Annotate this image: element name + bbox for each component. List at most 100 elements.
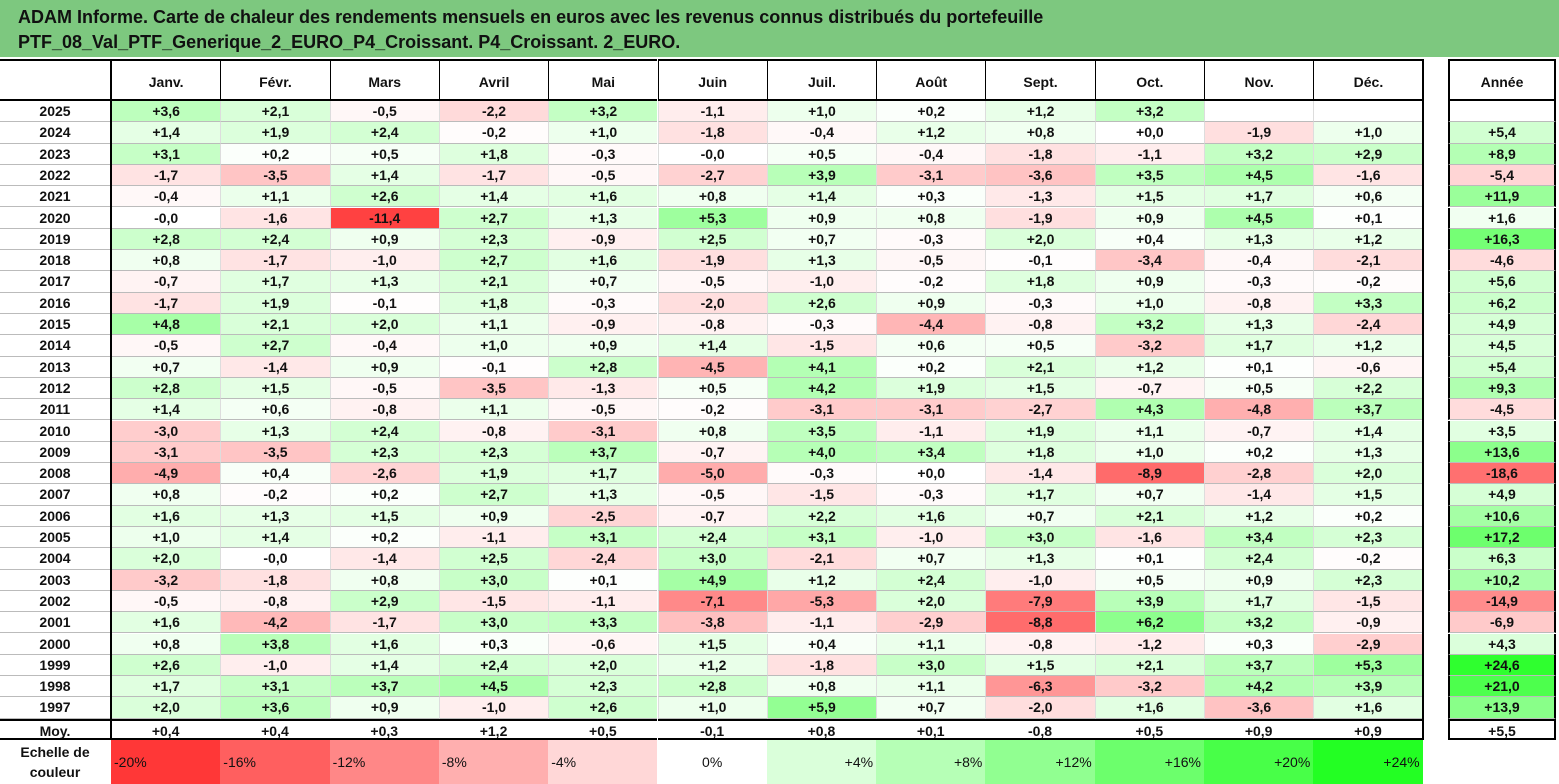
heatmap-cell: +0,9 bbox=[1094, 271, 1204, 293]
row-year-label: 2016 bbox=[0, 292, 110, 314]
heatmap-cell: -1,5 bbox=[766, 335, 877, 357]
month-header: Janv. bbox=[111, 59, 221, 101]
average-label: Moy. bbox=[0, 718, 110, 740]
heatmap-cell: -0,2 bbox=[657, 399, 767, 421]
heatmap-cell: +1,6 bbox=[111, 612, 221, 634]
average-cell: +0,5 bbox=[1094, 718, 1204, 740]
heatmap-cell: +3,0 bbox=[438, 569, 549, 591]
heatmap-cell: +1,3 bbox=[1204, 314, 1314, 336]
average-annual-cell: +5,5 bbox=[1448, 718, 1556, 740]
heatmap-cell: -3,5 bbox=[220, 441, 330, 464]
heatmap-cell: +1,7 bbox=[985, 484, 1095, 506]
heatmap-cell: +1,1 bbox=[438, 399, 549, 421]
heatmap-cell: -5,3 bbox=[766, 590, 877, 613]
heatmap-cell: +3,8 bbox=[220, 633, 330, 655]
annual-cell: +9,3 bbox=[1448, 377, 1556, 400]
annual-cell: -18,6 bbox=[1448, 463, 1556, 485]
heatmap-cell: +2,1 bbox=[985, 356, 1095, 378]
heatmap-cell: +1,3 bbox=[548, 484, 658, 506]
heatmap-cell: +3,6 bbox=[111, 101, 221, 123]
heatmap-cell: +3,7 bbox=[1204, 654, 1314, 677]
heatmap-cell: +2,4 bbox=[438, 654, 549, 677]
heatmap-cell: -2,9 bbox=[876, 612, 986, 634]
heatmap-cell: -2,9 bbox=[1313, 633, 1423, 655]
heatmap-cell: +1,8 bbox=[438, 292, 549, 314]
heatmap-cell: +2,2 bbox=[1313, 377, 1423, 400]
heatmap-cell: +2,5 bbox=[657, 228, 767, 251]
heatmap-cell: -1,6 bbox=[1313, 164, 1423, 187]
row-year-label: 2017 bbox=[0, 271, 110, 293]
heatmap-cell: +2,9 bbox=[1313, 143, 1423, 165]
title-line-2: PTF_08_Val_PTF_Generique_2_EURO_P4_Crois… bbox=[18, 32, 681, 52]
heatmap-cell: -3,2 bbox=[1094, 676, 1204, 698]
average-cell: +0,9 bbox=[1313, 718, 1423, 740]
heatmap-cell: +2,5 bbox=[438, 548, 549, 570]
heatmap-cell: +1,3 bbox=[548, 207, 658, 229]
heatmap-cell: +2,1 bbox=[1094, 654, 1204, 677]
heatmap-cell: -0,0 bbox=[220, 548, 330, 570]
heatmap-cell: +1,9 bbox=[985, 420, 1095, 442]
heatmap-cell: -0,6 bbox=[548, 633, 658, 655]
heatmap-cell: +1,9 bbox=[220, 122, 330, 144]
heatmap-cell: +2,4 bbox=[329, 122, 439, 144]
heatmap-cell: +3,5 bbox=[1094, 164, 1204, 187]
heatmap-cell: +0,7 bbox=[1094, 484, 1204, 506]
heatmap-cell: -1,0 bbox=[438, 697, 549, 719]
heatmap-cell: +1,2 bbox=[1313, 228, 1423, 251]
heatmap-cell: -3,4 bbox=[1094, 250, 1204, 272]
heatmap-cell: -0,9 bbox=[548, 228, 658, 251]
heatmap-cell: -0,7 bbox=[657, 505, 767, 527]
heatmap-cell: +0,2 bbox=[329, 527, 439, 549]
heatmap-cell: +1,2 bbox=[876, 122, 986, 144]
heatmap-cell: +6,2 bbox=[1094, 612, 1204, 634]
heatmap-cell: -1,0 bbox=[985, 569, 1095, 591]
heatmap-cell: +2,9 bbox=[329, 590, 439, 613]
heatmap-cell: +1,3 bbox=[220, 420, 330, 442]
heatmap-cell: +0,6 bbox=[876, 335, 986, 357]
heatmap-cell: -0,2 bbox=[220, 484, 330, 506]
annual-cell: +1,6 bbox=[1448, 207, 1556, 229]
row-year-label: 2009 bbox=[0, 441, 110, 464]
heatmap-cell: +2,3 bbox=[438, 228, 549, 251]
row-year-label: 2010 bbox=[0, 420, 110, 442]
heatmap-cell: +0,9 bbox=[1094, 207, 1204, 229]
annual-cell: +4,9 bbox=[1448, 484, 1556, 506]
heatmap-cell: -0,8 bbox=[329, 399, 439, 421]
heatmap-cell: +3,7 bbox=[548, 441, 658, 464]
year-header-corner bbox=[0, 59, 110, 101]
heatmap-cell: +0,7 bbox=[548, 271, 658, 293]
heatmap-cell: -3,5 bbox=[438, 377, 549, 400]
heatmap-cell: +1,0 bbox=[111, 527, 221, 549]
month-header: Nov. bbox=[1204, 59, 1314, 101]
heatmap-cell: -0,5 bbox=[111, 590, 221, 613]
heatmap-cell: +0,2 bbox=[876, 356, 986, 378]
heatmap-cell: +1,1 bbox=[220, 186, 330, 208]
heatmap-cell: -0,6 bbox=[1313, 356, 1423, 378]
heatmap-cell: +1,8 bbox=[985, 271, 1095, 293]
heatmap-cell: +4,5 bbox=[1204, 164, 1314, 187]
average-cell: +1,2 bbox=[438, 718, 549, 740]
heatmap-cell: -1,7 bbox=[329, 612, 439, 634]
heatmap-cell: +4,9 bbox=[657, 569, 767, 591]
row-year-label: 2002 bbox=[0, 590, 110, 613]
annual-cell: +5,4 bbox=[1448, 122, 1556, 144]
heatmap-cell: +1,3 bbox=[329, 271, 439, 293]
row-year-label: 2023 bbox=[0, 143, 110, 165]
month-header: Août bbox=[876, 59, 986, 101]
row-year-label: 2015 bbox=[0, 314, 110, 336]
heatmap-cell: +0,9 bbox=[1204, 569, 1314, 591]
heatmap-cell: +1,4 bbox=[1313, 420, 1423, 442]
heatmap-cell: +1,6 bbox=[111, 505, 221, 527]
heatmap-cell: +2,4 bbox=[329, 420, 439, 442]
heatmap-cell: +0,1 bbox=[1313, 207, 1423, 229]
heatmap-cell: +1,2 bbox=[1204, 505, 1314, 527]
heatmap-cell: -3,6 bbox=[985, 164, 1095, 187]
month-header: Mars bbox=[329, 59, 439, 101]
heatmap-cell: +3,2 bbox=[1094, 101, 1204, 123]
row-year-label: 2019 bbox=[0, 228, 110, 251]
row-year-label: 2005 bbox=[0, 527, 110, 549]
heatmap-cell: +2,6 bbox=[548, 697, 658, 719]
heatmap-cell: +0,8 bbox=[111, 250, 221, 272]
heatmap-cell: +2,8 bbox=[111, 377, 221, 400]
heatmap-cell: +2,1 bbox=[220, 314, 330, 336]
